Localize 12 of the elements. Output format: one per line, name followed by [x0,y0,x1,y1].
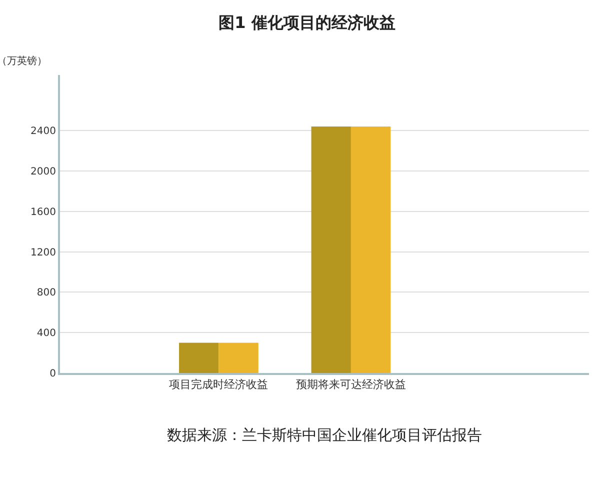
x-tick-label: 预期将来可达经济收益 [296,378,406,392]
y-tick-label: 1200 [30,247,56,258]
y-tick-label: 1600 [30,206,56,218]
source-note: 数据来源：兰卡斯特中国企业催化项目评估报告 [167,426,482,444]
y-tick-label: 0 [50,368,56,380]
y-tick-label: 400 [36,328,56,340]
x-tick-label: 项目完成时经济收益 [169,378,268,392]
y-axis-title: （万英镑） [0,55,47,67]
y-tick-label: 2000 [30,166,56,178]
chart-title: 图1 催化项目的经济收益 [218,13,396,32]
y-tick-label: 800 [36,288,56,299]
y-tick-label: 2400 [30,126,56,138]
